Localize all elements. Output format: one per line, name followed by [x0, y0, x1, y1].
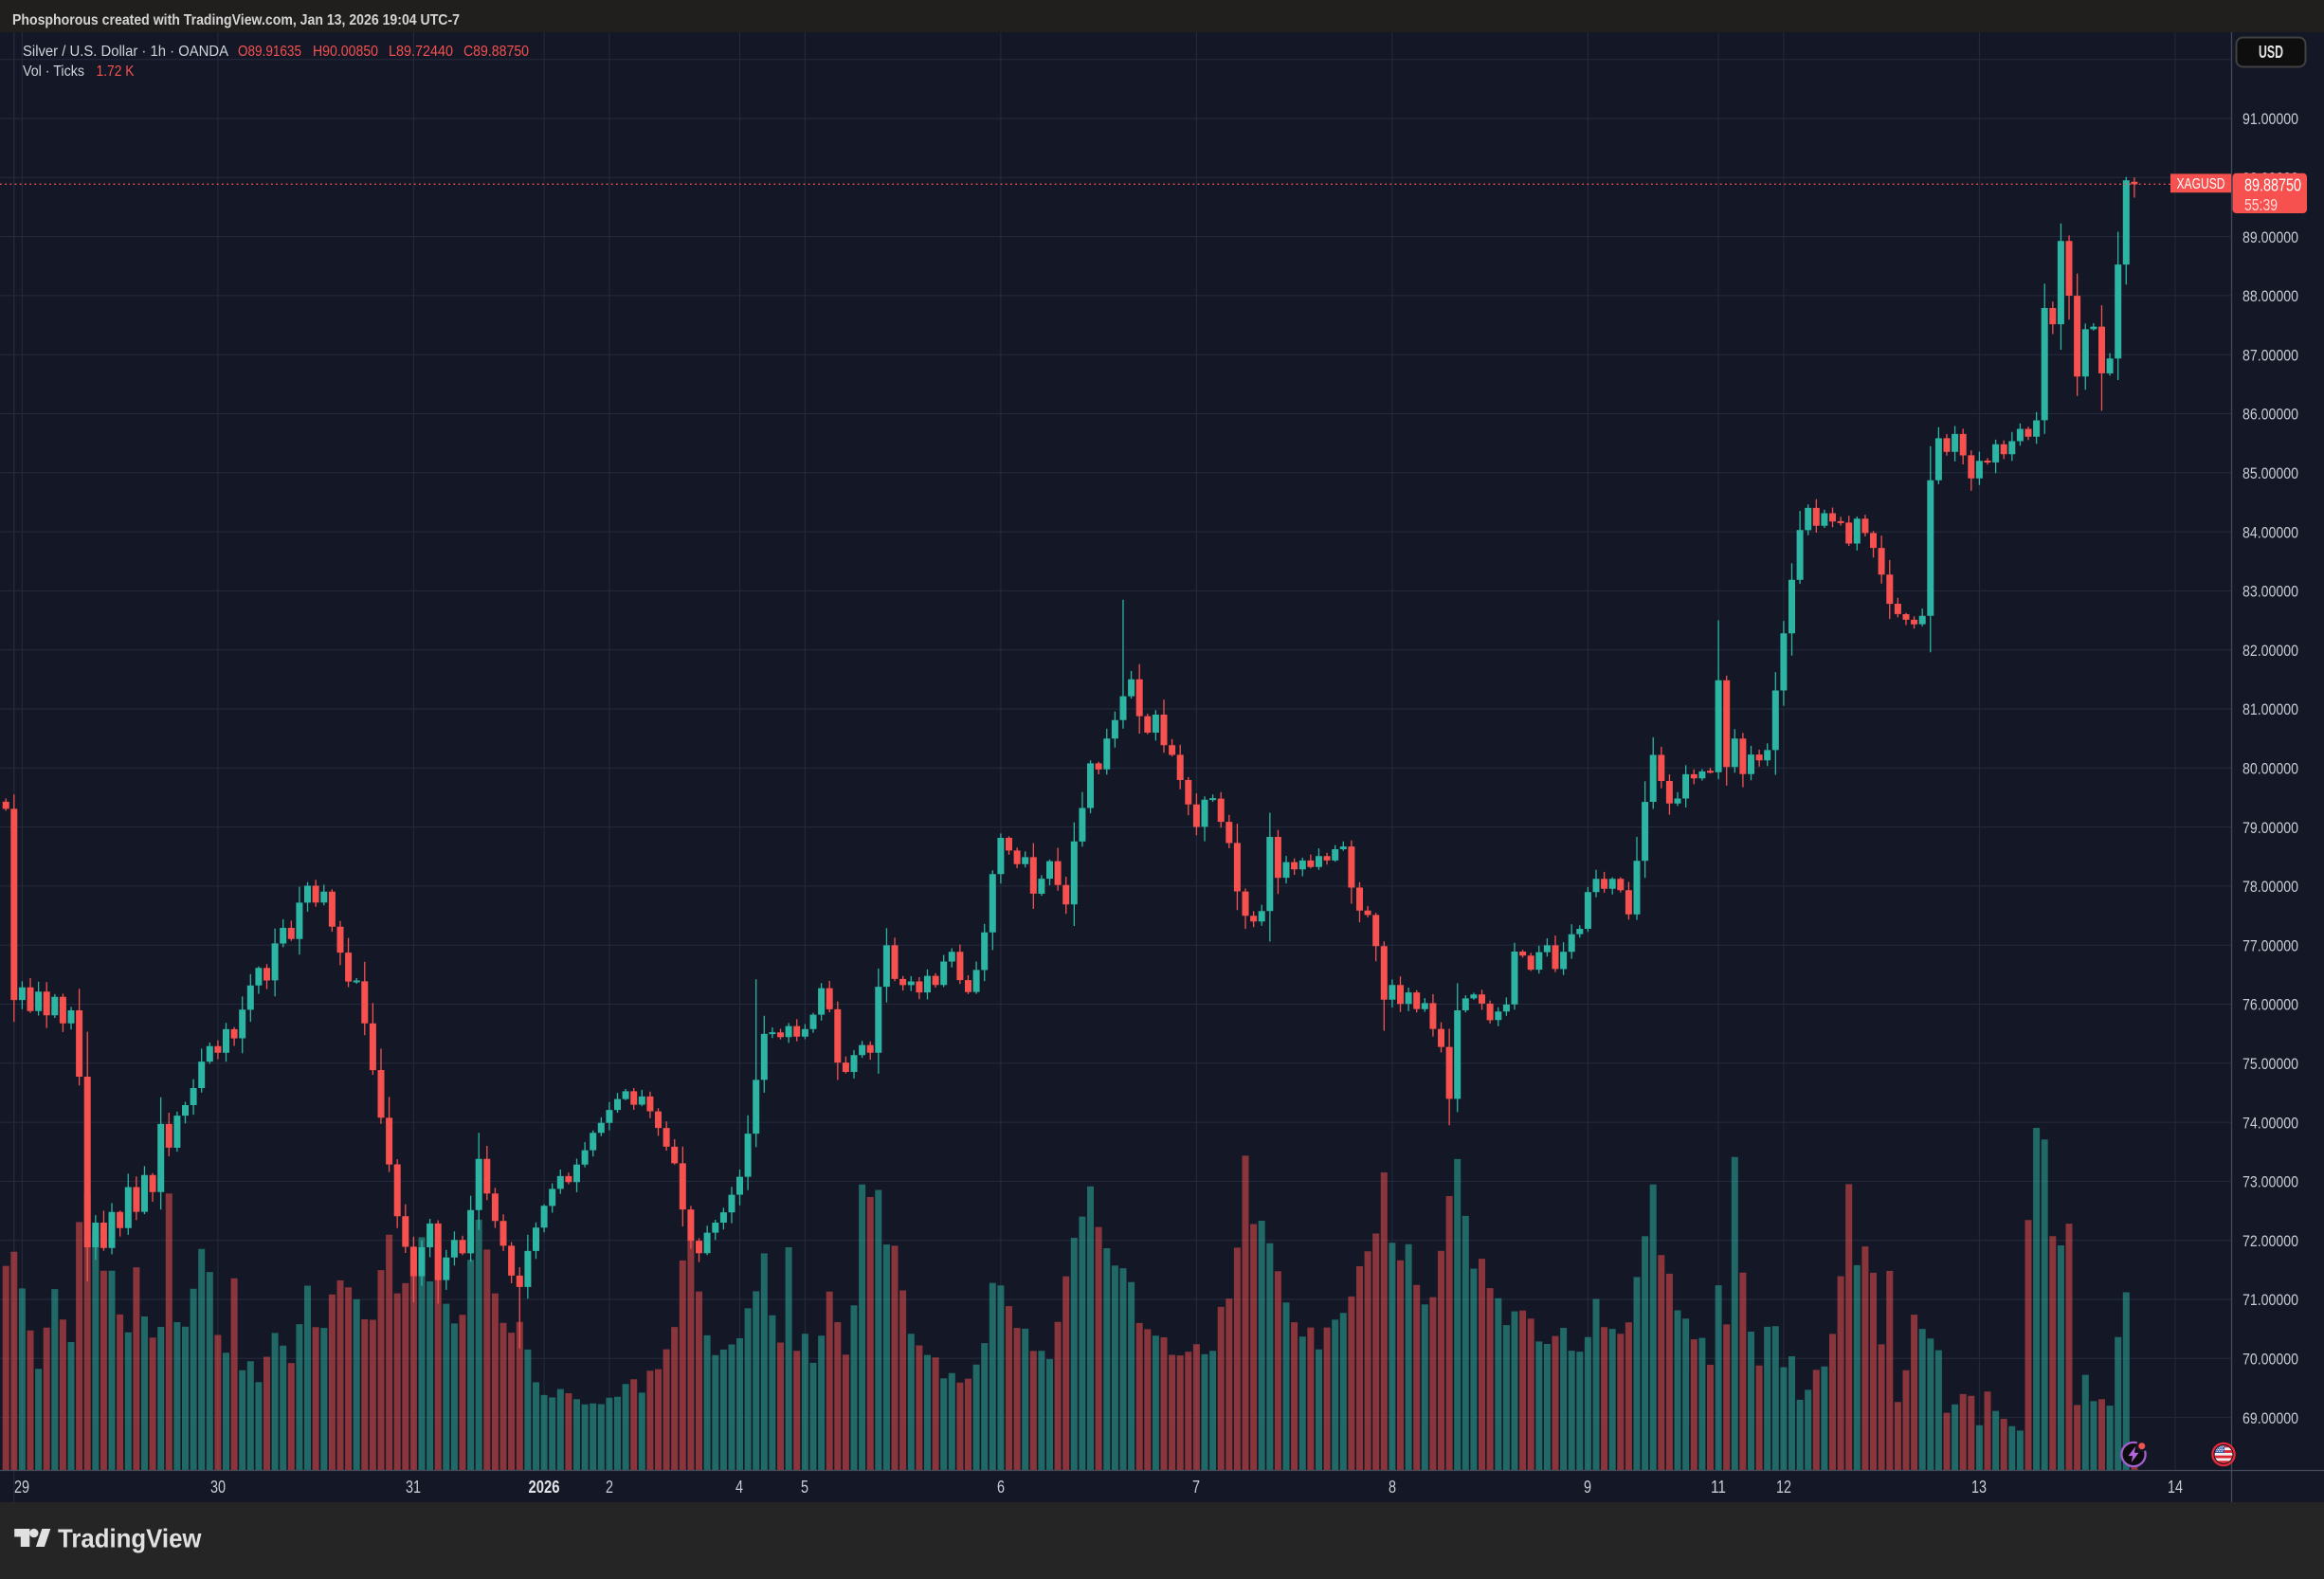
- svg-text:30: 30: [210, 1478, 226, 1497]
- svg-text:Vol · Ticks: Vol · Ticks: [23, 64, 84, 80]
- svg-text:2026: 2026: [529, 1478, 560, 1497]
- svg-text:O89.91635: O89.91635: [238, 44, 301, 60]
- svg-text:5: 5: [801, 1478, 808, 1497]
- svg-text:77.00000: 77.00000: [2242, 936, 2298, 954]
- svg-text:70.00000: 70.00000: [2242, 1351, 2298, 1369]
- svg-text:55:39: 55:39: [2244, 195, 2278, 214]
- svg-text:H90.00850: H90.00850: [313, 44, 378, 60]
- svg-text:84.00000: 84.00000: [2242, 523, 2298, 541]
- svg-text:81.00000: 81.00000: [2242, 700, 2298, 718]
- svg-text:69.00000: 69.00000: [2242, 1409, 2298, 1427]
- svg-text:USD: USD: [2259, 43, 2283, 62]
- svg-text:83.00000: 83.00000: [2242, 583, 2298, 601]
- svg-text:C89.88750: C89.88750: [463, 44, 529, 60]
- svg-text:87.00000: 87.00000: [2242, 346, 2298, 364]
- svg-text:9: 9: [1584, 1478, 1591, 1497]
- svg-text:Phosphorous created with Tradi: Phosphorous created with TradingView.com…: [12, 12, 460, 28]
- svg-text:12: 12: [1776, 1478, 1791, 1497]
- svg-text:74.00000: 74.00000: [2242, 1114, 2298, 1132]
- svg-text:80.00000: 80.00000: [2242, 760, 2298, 778]
- svg-text:88.00000: 88.00000: [2242, 287, 2298, 305]
- svg-text:79.00000: 79.00000: [2242, 819, 2298, 837]
- svg-text:2: 2: [606, 1478, 613, 1497]
- svg-text:73.00000: 73.00000: [2242, 1173, 2298, 1191]
- svg-text:L89.72440: L89.72440: [389, 44, 453, 60]
- svg-text:1.72 K: 1.72 K: [97, 64, 136, 80]
- svg-text:TradingView: TradingView: [58, 1524, 202, 1553]
- svg-text:4: 4: [735, 1478, 743, 1497]
- svg-text:29: 29: [14, 1478, 29, 1497]
- svg-text:Silver / U.S. Dollar · 1h · OA: Silver / U.S. Dollar · 1h · OANDA: [23, 44, 229, 60]
- svg-text:89.00000: 89.00000: [2242, 228, 2298, 246]
- svg-text:7: 7: [1192, 1478, 1200, 1497]
- svg-text:78.00000: 78.00000: [2242, 878, 2298, 896]
- svg-text:76.00000: 76.00000: [2242, 996, 2298, 1014]
- svg-text:72.00000: 72.00000: [2242, 1232, 2298, 1250]
- svg-text:86.00000: 86.00000: [2242, 406, 2298, 424]
- svg-text:71.00000: 71.00000: [2242, 1291, 2298, 1309]
- svg-text:31: 31: [406, 1478, 421, 1497]
- svg-text:6: 6: [997, 1478, 1005, 1497]
- svg-text:91.00000: 91.00000: [2242, 110, 2298, 128]
- svg-text:XAGUSD: XAGUSD: [2177, 176, 2225, 192]
- svg-text:89.88750: 89.88750: [2244, 176, 2301, 195]
- svg-text:85.00000: 85.00000: [2242, 464, 2298, 482]
- svg-text:13: 13: [1971, 1478, 1987, 1497]
- svg-text:82.00000: 82.00000: [2242, 642, 2298, 660]
- svg-text:11: 11: [1711, 1478, 1726, 1497]
- svg-text:8: 8: [1389, 1478, 1396, 1497]
- svg-text:75.00000: 75.00000: [2242, 1055, 2298, 1073]
- svg-text:14: 14: [2168, 1478, 2183, 1497]
